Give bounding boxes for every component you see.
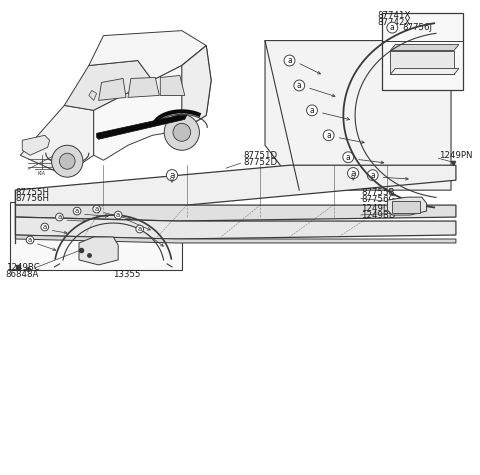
Polygon shape bbox=[64, 60, 153, 110]
Text: a: a bbox=[371, 171, 375, 180]
Text: a: a bbox=[350, 169, 356, 178]
Circle shape bbox=[173, 124, 191, 141]
Polygon shape bbox=[89, 30, 206, 80]
Text: 87752D: 87752D bbox=[243, 158, 277, 167]
Polygon shape bbox=[94, 46, 211, 160]
Text: a: a bbox=[28, 237, 32, 243]
Text: a: a bbox=[287, 56, 292, 65]
Polygon shape bbox=[128, 77, 159, 97]
Text: a: a bbox=[138, 226, 142, 232]
Text: 1249BC: 1249BC bbox=[6, 263, 39, 272]
Polygon shape bbox=[182, 46, 211, 130]
Polygon shape bbox=[89, 90, 96, 100]
Bar bbox=[383, 13, 463, 90]
Text: 87756G: 87756G bbox=[361, 195, 395, 204]
Text: 13355: 13355 bbox=[113, 270, 141, 279]
Text: 1249LG: 1249LG bbox=[361, 204, 395, 213]
Bar bbox=[392, 201, 420, 213]
Circle shape bbox=[60, 153, 75, 169]
Polygon shape bbox=[15, 165, 456, 205]
Polygon shape bbox=[390, 45, 459, 50]
Text: 87756H: 87756H bbox=[15, 194, 49, 203]
Text: a: a bbox=[326, 131, 331, 140]
Text: a: a bbox=[390, 23, 395, 32]
Text: 1249PN: 1249PN bbox=[439, 151, 473, 160]
Circle shape bbox=[164, 114, 199, 150]
Polygon shape bbox=[390, 68, 459, 75]
Polygon shape bbox=[387, 197, 427, 215]
Polygon shape bbox=[20, 105, 94, 175]
Polygon shape bbox=[390, 50, 454, 75]
Text: a: a bbox=[116, 212, 120, 218]
Bar bbox=[11, 202, 182, 270]
Text: a: a bbox=[310, 106, 314, 115]
Polygon shape bbox=[79, 237, 118, 265]
Text: 87741X: 87741X bbox=[378, 10, 411, 19]
Polygon shape bbox=[15, 217, 456, 239]
Polygon shape bbox=[265, 40, 451, 190]
Polygon shape bbox=[15, 235, 456, 243]
Text: 86848A: 86848A bbox=[6, 270, 39, 279]
Text: a: a bbox=[75, 208, 79, 214]
Text: a: a bbox=[43, 224, 47, 230]
Text: KIA: KIA bbox=[38, 171, 46, 176]
Text: 87755H: 87755H bbox=[15, 188, 49, 197]
Text: a: a bbox=[57, 214, 61, 220]
Polygon shape bbox=[160, 76, 185, 95]
Text: a: a bbox=[346, 153, 350, 162]
Text: a: a bbox=[297, 81, 301, 90]
Text: 87742X: 87742X bbox=[378, 18, 411, 27]
Text: 87751D: 87751D bbox=[243, 151, 277, 160]
Text: 87756J: 87756J bbox=[402, 23, 432, 32]
Text: 87755B: 87755B bbox=[361, 188, 395, 197]
Polygon shape bbox=[22, 135, 49, 155]
Polygon shape bbox=[96, 115, 187, 139]
Text: 1249BD: 1249BD bbox=[361, 211, 396, 220]
Polygon shape bbox=[98, 78, 126, 100]
Circle shape bbox=[52, 145, 83, 177]
Polygon shape bbox=[15, 205, 456, 221]
Text: a: a bbox=[169, 171, 175, 180]
Text: a: a bbox=[95, 206, 99, 212]
